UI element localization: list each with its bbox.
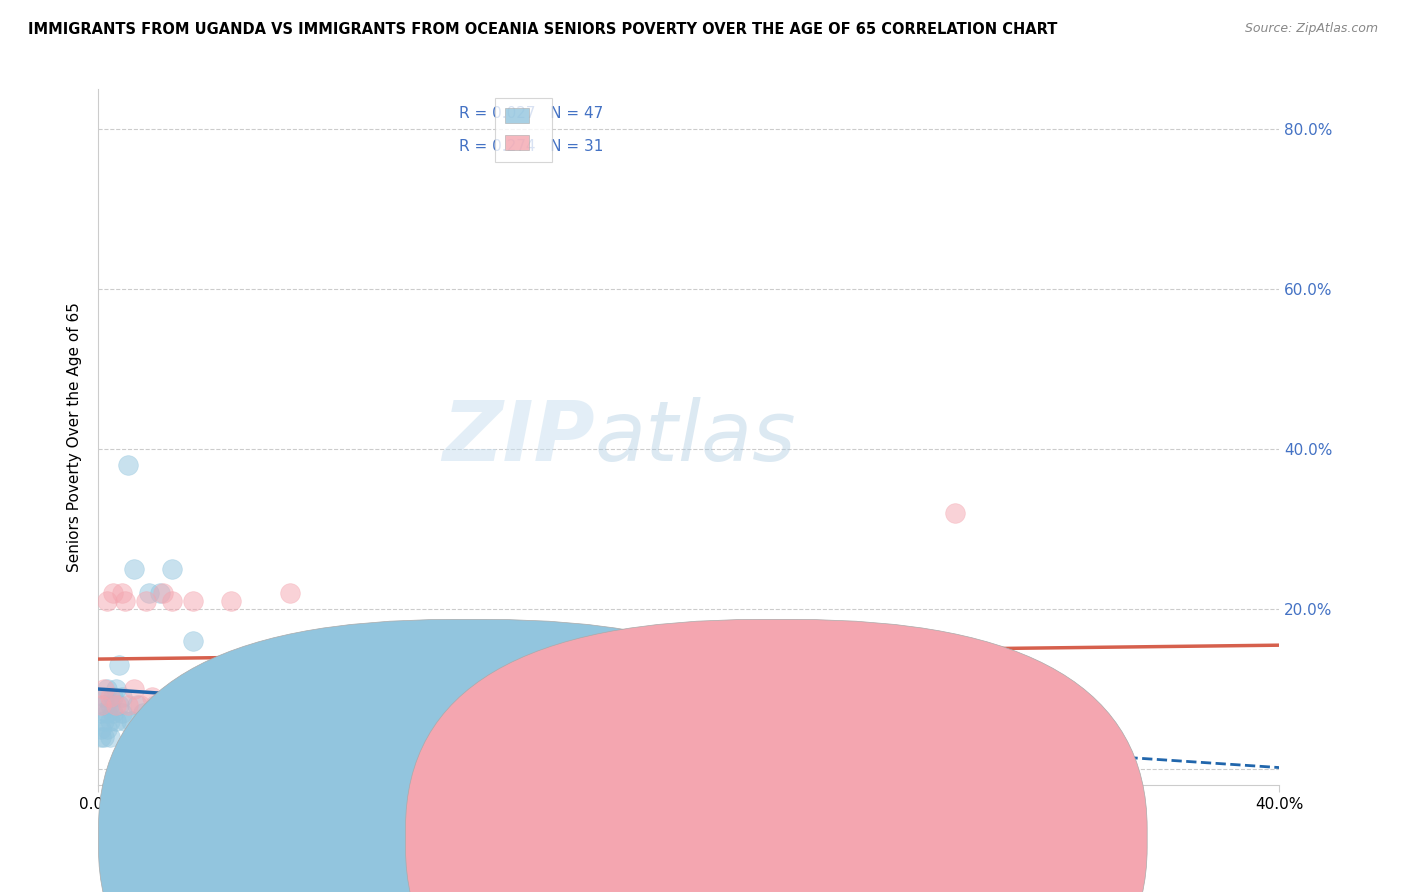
Point (278, 586, 302, 600)
Point (114, 594, 136, 608)
Point (108, 658, 131, 673)
Point (162, 594, 183, 608)
Point (93, 698, 115, 712)
Point (309, 698, 332, 712)
Point (170, 690, 193, 704)
Point (135, 594, 157, 608)
Point (200, 690, 222, 704)
Point (98, 690, 121, 704)
Point (141, 690, 163, 704)
Point (103, 690, 125, 704)
Text: atlas: atlas (595, 397, 796, 477)
Point (114, 714, 136, 728)
Point (278, 714, 302, 728)
Point (122, 562, 145, 576)
Point (122, 681, 145, 696)
Point (132, 706, 155, 720)
Point (93, 730, 115, 744)
Point (515, 658, 537, 673)
Point (170, 698, 193, 712)
Point (309, 722, 332, 736)
Text: Immigrants from Oceania: Immigrants from Oceania (801, 830, 997, 845)
Point (943, 506, 966, 520)
Point (737, 658, 759, 673)
Point (90, 698, 112, 712)
Point (176, 698, 198, 712)
Point (149, 586, 172, 600)
Point (105, 714, 128, 728)
Point (108, 698, 131, 712)
Text: ZIP: ZIP (441, 397, 595, 477)
Text: R = 0.027   N = 47: R = 0.027 N = 47 (458, 106, 603, 121)
Point (103, 586, 125, 600)
Text: Immigrants from Uganda: Immigrants from Uganda (494, 830, 686, 845)
Point (841, 698, 863, 712)
Point (98, 698, 121, 712)
Point (143, 698, 166, 712)
Point (181, 594, 204, 608)
FancyBboxPatch shape (98, 619, 841, 892)
Point (664, 698, 686, 712)
Point (111, 586, 134, 600)
Point (219, 594, 242, 608)
Point (103, 706, 125, 720)
Point (96, 706, 118, 720)
Point (583, 714, 606, 728)
Point (93, 714, 115, 728)
Point (138, 586, 160, 600)
Point (396, 698, 419, 712)
Point (456, 681, 478, 696)
Point (181, 634, 204, 648)
Point (90, 730, 112, 744)
FancyBboxPatch shape (405, 619, 1147, 892)
Point (90, 706, 112, 720)
Point (120, 714, 142, 728)
Point (200, 698, 222, 712)
Point (152, 586, 174, 600)
Y-axis label: Seniors Poverty Over the Age of 65: Seniors Poverty Over the Age of 65 (67, 302, 83, 572)
Point (211, 698, 233, 712)
Point (229, 706, 252, 720)
Point (93, 690, 115, 704)
Point (250, 722, 273, 736)
Point (191, 706, 214, 720)
Point (664, 714, 686, 728)
Point (117, 698, 139, 712)
Point (96, 594, 118, 608)
Point (515, 706, 537, 720)
Point (111, 706, 134, 720)
Text: IMMIGRANTS FROM UGANDA VS IMMIGRANTS FROM OCEANIA SENIORS POVERTY OVER THE AGE O: IMMIGRANTS FROM UGANDA VS IMMIGRANTS FRO… (28, 22, 1057, 37)
Point (105, 698, 128, 712)
Point (162, 562, 183, 576)
Point (128, 698, 150, 712)
Point (441, 722, 464, 736)
Point (574, 650, 596, 665)
Point (382, 714, 405, 728)
Point (353, 690, 375, 704)
Point (125, 698, 148, 712)
Point (96, 681, 118, 696)
Point (98, 714, 121, 728)
Text: Source: ZipAtlas.com: Source: ZipAtlas.com (1244, 22, 1378, 36)
Point (117, 458, 139, 472)
Point (96, 722, 118, 736)
Point (250, 681, 273, 696)
Point (339, 714, 360, 728)
Point (105, 681, 128, 696)
Legend: , : , (495, 97, 553, 161)
Point (98, 730, 121, 744)
Point (93, 681, 115, 696)
Point (111, 690, 134, 704)
Point (90, 722, 112, 736)
Text: R = 0.274   N = 31: R = 0.274 N = 31 (458, 139, 603, 153)
